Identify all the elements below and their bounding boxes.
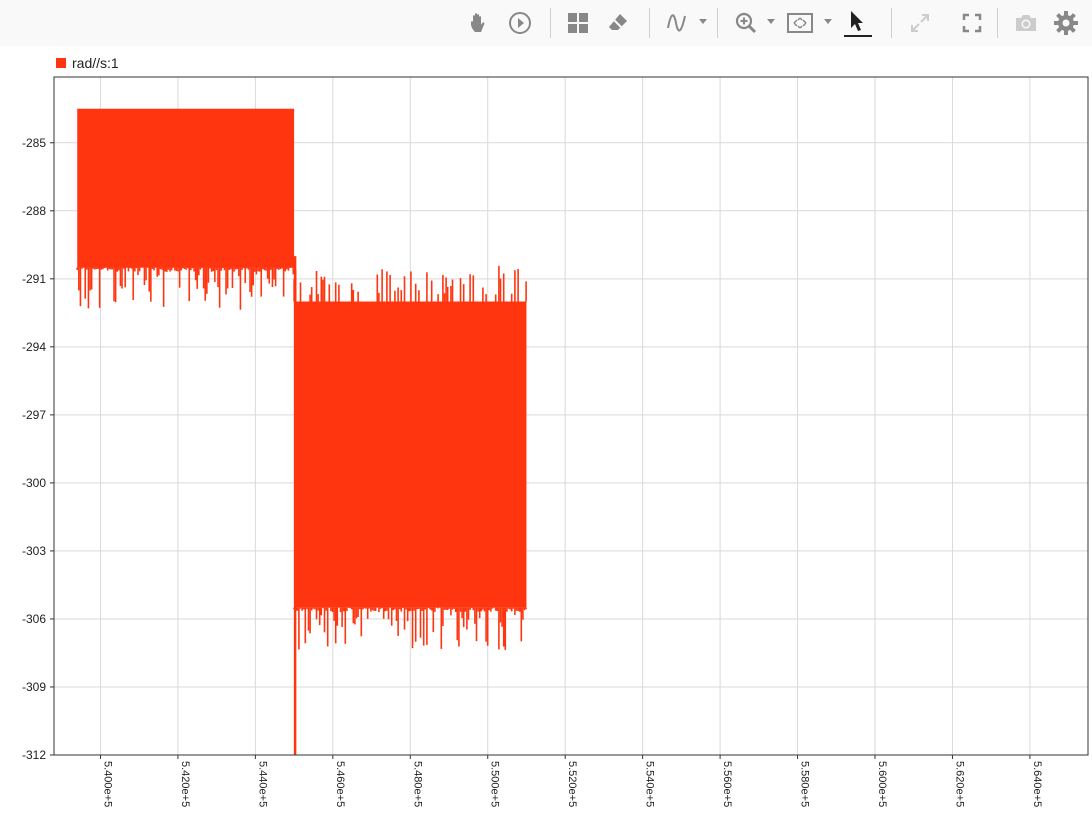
hand-icon — [471, 13, 485, 32]
chevron-down-icon — [824, 19, 832, 24]
y-tick-label: -291 — [22, 272, 46, 286]
x-tick-label: 5.420e+5 — [179, 761, 191, 807]
play-icon — [509, 12, 531, 34]
expand-icon — [911, 14, 929, 32]
x-tick-label: 5.640e+5 — [1031, 761, 1043, 807]
plot-toolbar — [0, 0, 1092, 46]
y-tick-label: -285 — [22, 136, 46, 150]
x-tick-label: 5.620e+5 — [953, 761, 965, 807]
y-axis: -285 -288 -291 -294 -297 -300 -303 -306 -309 -312 — [22, 136, 54, 762]
y-tick-label: -303 — [22, 544, 46, 558]
pointer-icon — [844, 11, 872, 37]
toolbar-separator — [649, 8, 650, 38]
x-tick-label: 5.480e+5 — [411, 761, 423, 807]
chart-marks — [76, 108, 527, 755]
y-tick-label: -312 — [22, 748, 46, 762]
chart-legend[interactable]: rad//s:1 — [56, 55, 119, 71]
x-tick-label: 5.520e+5 — [566, 761, 578, 807]
x-axis: 5.400e+5 5.420e+5 5.440e+5 5.460e+5 5.480e+5… — [99, 755, 1043, 807]
snapshot-button — [1009, 7, 1043, 39]
fullscreen-icon — [962, 13, 982, 33]
gear-icon — [1054, 11, 1078, 35]
select-button[interactable] — [840, 7, 874, 39]
x-tick-label: 5.400e+5 — [101, 761, 113, 807]
x-tick-label: 5.580e+5 — [799, 761, 811, 807]
chevron-down-icon — [767, 19, 775, 24]
play-button[interactable] — [503, 7, 537, 39]
fullscreen-button[interactable] — [955, 7, 989, 39]
eraser-icon — [609, 14, 627, 30]
series-band — [77, 108, 295, 268]
zoom-in-icon — [735, 12, 757, 34]
settings-button[interactable] — [1049, 7, 1083, 39]
x-tick-label: 5.500e+5 — [489, 761, 501, 807]
chevron-down-icon — [699, 19, 707, 24]
clear-button[interactable] — [601, 7, 635, 39]
toolbar-separator — [550, 8, 551, 38]
x-tick-label: 5.600e+5 — [876, 761, 888, 807]
pan-button[interactable] — [462, 7, 496, 39]
series-band — [294, 301, 527, 608]
series-noise — [76, 256, 527, 755]
y-tick-label: -309 — [22, 680, 46, 694]
fit-view-icon — [787, 13, 813, 33]
plot-area-frame — [53, 76, 1089, 756]
toolbar-separator — [717, 8, 718, 38]
toolbar-separator — [997, 8, 998, 38]
y-tick-label: -297 — [22, 408, 46, 422]
x-tick-label: 5.460e+5 — [334, 761, 346, 807]
zoom-menu-button[interactable] — [729, 7, 775, 39]
legend-label: rad//s:1 — [72, 55, 119, 71]
x-tick-label: 5.440e+5 — [256, 761, 268, 807]
signal-icon — [667, 14, 686, 32]
layout-button[interactable] — [561, 7, 595, 39]
toolbar-separator — [891, 8, 892, 38]
y-tick-label: -300 — [22, 476, 46, 490]
x-tick-label: 5.540e+5 — [644, 761, 656, 807]
fit-menu-button[interactable] — [782, 7, 832, 39]
legend-swatch — [56, 58, 66, 68]
y-tick-label: -306 — [22, 612, 46, 626]
layout-grid-icon — [568, 13, 588, 33]
signal-menu-button[interactable] — [661, 7, 707, 39]
y-tick-label: -294 — [22, 340, 46, 354]
x-tick-label: 5.560e+5 — [721, 761, 733, 807]
camera-icon — [1016, 15, 1036, 31]
expand-button — [903, 7, 937, 39]
y-tick-label: -288 — [22, 204, 46, 218]
